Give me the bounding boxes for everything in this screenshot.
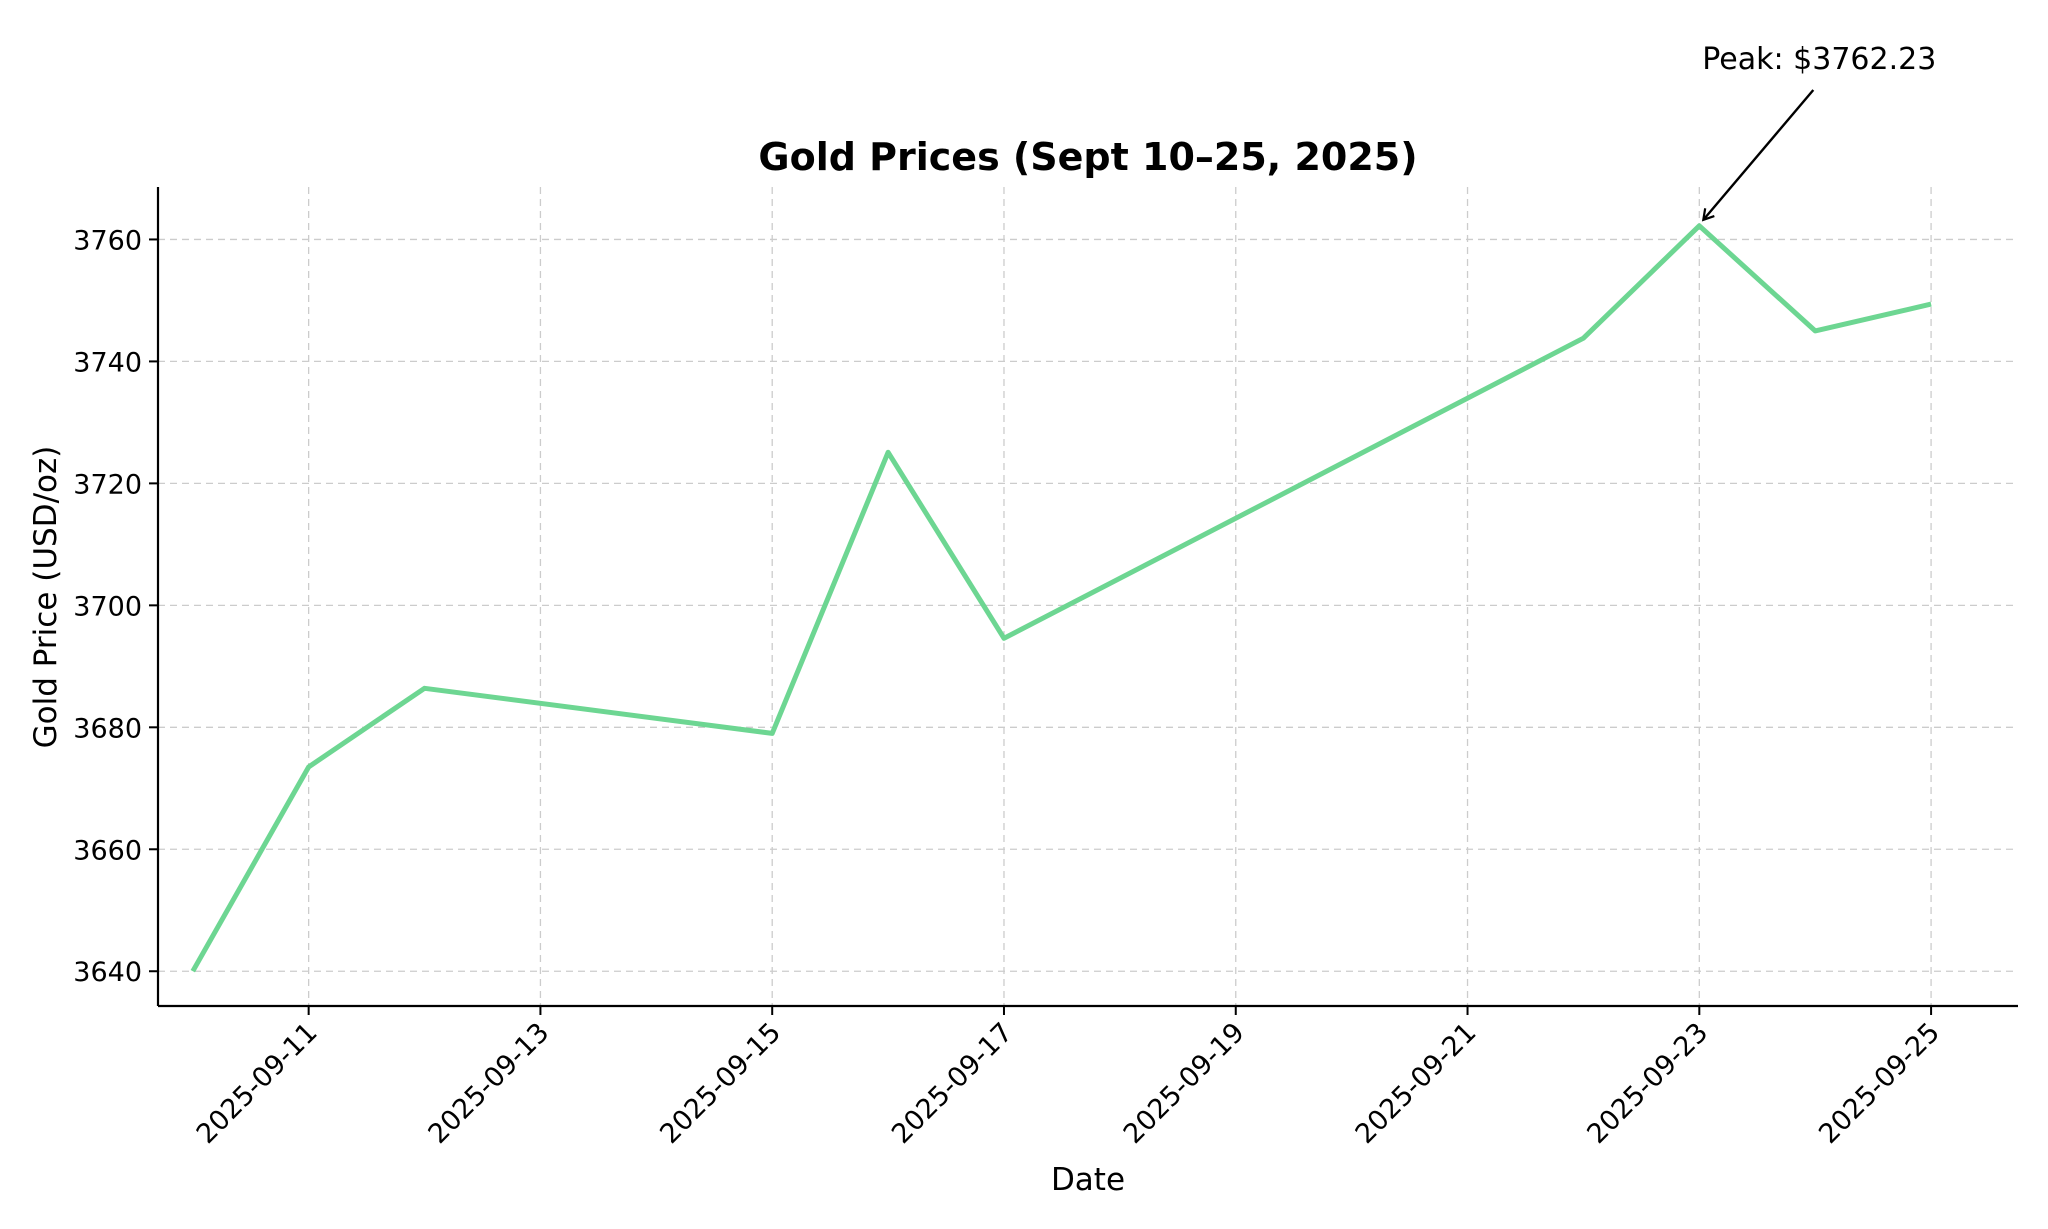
x-tick-label: 2025-09-19 [1118,1017,1251,1150]
y-tick-label: 3760 [73,225,142,256]
x-tick-label: 2025-09-17 [886,1017,1019,1150]
gold-price-line [190,223,1932,973]
y-tick-label: 3640 [73,957,142,988]
y-tick-label: 3680 [73,713,142,744]
peak-annotation: Peak: $3762.23 [1701,42,1936,222]
x-tick-label: 2025-09-25 [1813,1017,1946,1150]
x-axis-label: Date [1051,1162,1125,1198]
chart-title: Gold Prices (Sept 10–25, 2025) [758,135,1417,179]
series-layer [190,223,1932,973]
y-tick-label: 3700 [73,591,142,622]
y-tick-label: 3740 [73,347,142,378]
x-tick-label: 2025-09-11 [191,1017,324,1150]
y-tick-label: 3660 [73,835,142,866]
axes [156,187,2018,1008]
grid [158,187,2018,1006]
x-tick-label: 2025-09-23 [1581,1017,1714,1150]
x-tick-label: 2025-09-21 [1350,1017,1483,1150]
peak-label: Peak: $3762.23 [1702,42,1936,77]
x-tick-label: 2025-09-15 [654,1017,787,1150]
peak-arrow [1701,89,1815,222]
x-tick-label: 2025-09-13 [422,1017,555,1150]
y-tick-label: 3720 [73,469,142,500]
y-axis-label: Gold Price (USD/oz) [28,446,64,749]
ticks: 2025-09-11 2025-09-13 2025-09-15 2025-09-17… [73,225,1946,1149]
